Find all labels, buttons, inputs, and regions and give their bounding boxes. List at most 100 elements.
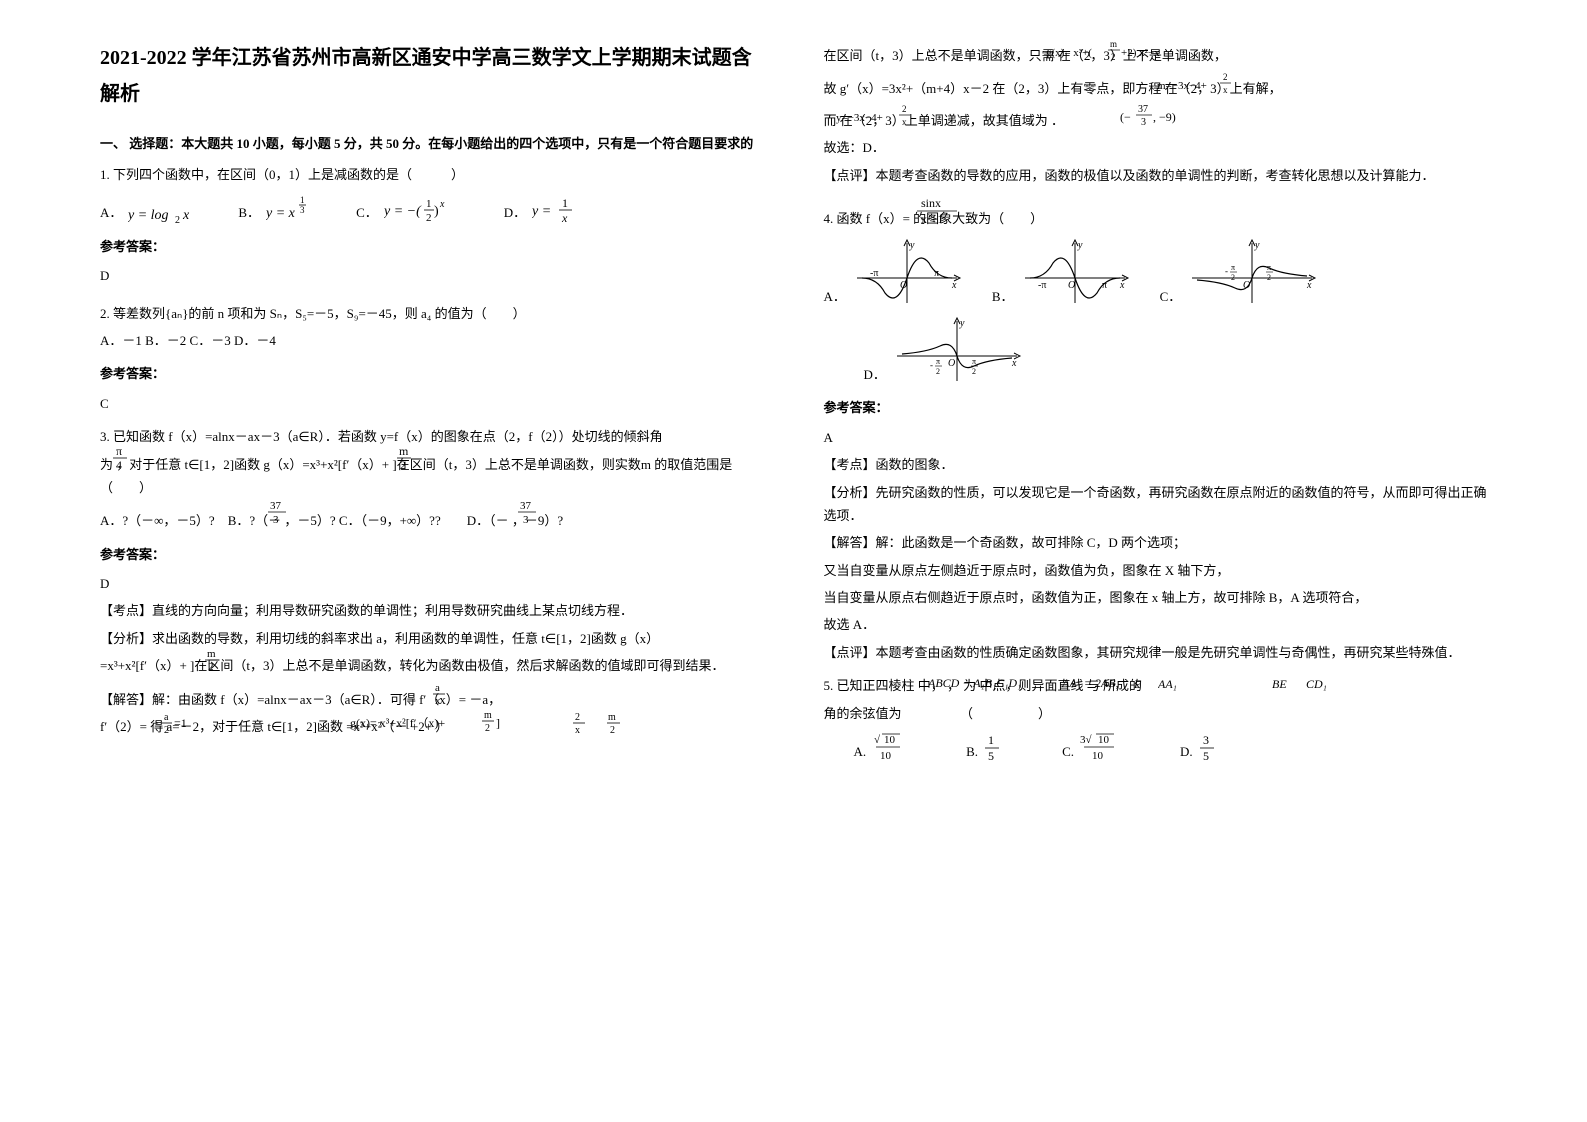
svg-text:y: y: [1254, 240, 1260, 251]
svg-text:-π: -π: [870, 268, 878, 279]
sqrt10-10: √ 10 10: [872, 731, 906, 763]
frac-37-3-b: 37 3: [518, 499, 540, 525]
graph-a-svg: O x y -π π: [852, 238, 962, 308]
graph-b-svg: O x y -π π: [1020, 238, 1130, 308]
sinx-over: sinx x²+1: [917, 197, 961, 227]
svg-text:x: x: [435, 695, 441, 706]
svg-text:m: m: [1110, 39, 1117, 49]
svg-text:x: x: [1011, 358, 1017, 369]
q4-dp: 【点评】本题考查由函数的性质确定函数图象，其研究规律一般是先研究单调性与奇偶性，…: [824, 641, 1488, 664]
svg-text:37: 37: [520, 500, 532, 512]
aa1-2ab: AA₁ = 2AB,: [1062, 674, 1132, 692]
svg-text:y: y: [909, 240, 915, 251]
q4-graphA: A． O x y -π π: [824, 238, 962, 308]
svg-text:1: 1: [988, 733, 994, 747]
svg-text:π: π: [116, 445, 122, 458]
m-eq: m=−3x−4+ 2 x: [1157, 71, 1247, 97]
graph-c-svg: O x y - π 2 π 2: [1187, 238, 1317, 308]
svg-text:−: −: [152, 716, 159, 730]
svg-text:g(x)= x³+x²[f′（x)+: g(x)= x³+x²[f′（x)+: [350, 716, 445, 730]
svg-text:-: -: [1225, 266, 1228, 276]
svg-text:AA₁ = 2AB,: AA₁ = 2AB,: [1062, 676, 1119, 690]
q4-stem: 4. 函数 f（x）= 的图象大致为（ ） sinx x²+1: [824, 207, 1488, 230]
q5-stem-a: 5. 已知正四棱柱 中， ， 为 中点，则异面直线 与 所成的 ABCD − A…: [824, 674, 1488, 697]
frac-3-5: 3 5: [1199, 733, 1217, 763]
svg-text:x: x: [1223, 85, 1228, 95]
frac-2x: 2 x: [572, 711, 588, 735]
q1-optA-label: A．: [100, 201, 122, 224]
pi-over-4: π 4: [112, 445, 130, 471]
svg-text:2: 2: [575, 712, 580, 723]
q5-optB: B. 1 5: [966, 731, 1002, 763]
q4-kd: 【考点】函数的图象．: [824, 453, 1488, 476]
svg-text:1: 1: [426, 198, 432, 210]
q4-answer-label: 参考答案：: [824, 396, 1488, 419]
q4-jd2: 又当自变量从原点左侧趋近于原点时，函数值为负，图象在 X 轴下方，: [824, 559, 1488, 582]
svg-text:2: 2: [1267, 273, 1271, 282]
svg-text:y: y: [959, 318, 965, 329]
q4-fx: 【分析】先研究函数的性质，可以发现它是一个奇函数，再研究函数在原点附近的函数值的…: [824, 481, 1488, 528]
svg-text:37: 37: [1138, 104, 1148, 115]
q4-graphs-row2: D． O x y - π 2 π 2: [864, 316, 1488, 386]
svg-text:10: 10: [880, 750, 892, 762]
svg-text:O: O: [1068, 280, 1075, 291]
svg-text:m: m: [399, 445, 409, 458]
math-neg-half-x: y = −( 1 2 ) x: [384, 195, 464, 225]
svg-text:10: 10: [1098, 734, 1110, 746]
q1-optC-label: C．: [356, 201, 378, 224]
q5-optC: C. 3√ 10 10: [1062, 731, 1120, 763]
svg-text:2: 2: [175, 215, 180, 225]
q2-stem: 2. 等差数列{aₙ}的前 n 项和为 Sₙ，S₅=－5，S₉=－45，则 a₄…: [100, 302, 764, 325]
svg-text:ABCD − A₁B₁C₁D₁: ABCD − A₁B₁C₁D₁: [928, 676, 1021, 690]
svg-text:a: a: [164, 712, 169, 723]
q3-kd: 【考点】直线的方向向量；利用导数研究函数的单调性；利用导数研究曲线上某点切线方程…: [100, 599, 764, 622]
graphC-label: C．: [1160, 285, 1182, 308]
svg-text:2: 2: [972, 367, 976, 376]
svg-text:CD₁: CD₁: [1306, 677, 1327, 691]
q4-graphs-row1: A． O x y -π π B． O x: [824, 238, 1488, 308]
doc-title: 2021-2022 学年江苏省苏州市高新区通安中学高三数学文上学期期末试题含解析: [100, 40, 764, 112]
svg-text:y=−3x−4+: y=−3x−4+: [836, 112, 883, 124]
svg-text:2: 2: [1111, 52, 1116, 62]
svg-text:a: a: [435, 682, 440, 694]
q5-optD: D. 3 5: [1180, 731, 1217, 763]
q1-answer-label: 参考答案：: [100, 235, 764, 258]
q3-fx2: =x³+x²[f′（x）+ ]在区间（t，3）上总不是单调函数，转化为函数由极值…: [100, 654, 764, 677]
q3-stem-b: 为 ，对于任意 t∈[1，2]函数 g（x）=x³+x²[f′（x）+ ]在区间…: [100, 453, 764, 500]
svg-text:x: x: [182, 208, 190, 223]
r3: 而 在（2，3）上单调递减，故其值域为 ． y=−3x−4+ 2 x (− 37…: [824, 109, 1488, 132]
svg-text:+2) x²−x: +2) x²−x: [1121, 47, 1160, 59]
q4-jd3: 当自变量从原点右侧趋近于原点时，函数值为正，图象在 x 轴上方，故可排除 B，A…: [824, 586, 1488, 609]
right-column: 在区间（t，3）上总不是单调函数，只需 在（2，3）上不是单调函数， g(x)=…: [824, 40, 1488, 763]
svg-text:(−: (−: [1120, 110, 1131, 124]
svg-text:x: x: [951, 280, 957, 291]
q1-optB: B． y = x 1 3: [238, 195, 316, 225]
q5-optD-label: D.: [1180, 740, 1193, 763]
svg-text:2: 2: [1231, 273, 1235, 282]
svg-text:m: m: [608, 712, 616, 723]
svg-text:m: m: [207, 648, 216, 660]
svg-text:y =: y =: [532, 204, 551, 219]
svg-text:x: x: [1119, 280, 1125, 291]
q2-opts: A．－1 B．－2 C．－3 D．－4: [100, 329, 764, 352]
svg-text:-π: -π: [1038, 280, 1046, 291]
svg-text:5: 5: [988, 749, 994, 763]
q5-options: A. √ 10 10 B. 1 5 C. 3√ 10: [854, 731, 1488, 763]
svg-text:2: 2: [936, 367, 940, 376]
q1-optB-label: B．: [238, 201, 260, 224]
svg-text:O: O: [948, 358, 955, 369]
svg-text:m: m: [484, 710, 492, 721]
q3-stem-a: 3. 已知函数 f（x）=alnx－ax－3（a∈R）．若函数 y=f（x）的图…: [100, 425, 764, 448]
svg-text:3: 3: [300, 205, 305, 215]
frac-m2-c: m 2: [606, 711, 622, 735]
svg-text:2: 2: [164, 725, 169, 735]
3sqrt10-10: 3√ 10 10: [1080, 731, 1120, 763]
svg-text:4: 4: [116, 458, 122, 471]
svg-text:x: x: [575, 725, 580, 735]
r2: 故 g′（x）=3x²+（m+4）x－2 在（2，3）上有零点，即方程 在（2，…: [824, 77, 1488, 100]
q5-stem-b: 角的余弦值为 （ ）: [824, 702, 1488, 725]
q3-jd2: f′（2）= 得 a=－2，对于任意 t∈[1，2]函数 =x³+x²（－ +2…: [100, 715, 764, 738]
q1-optD: D． y = 1 x: [504, 195, 576, 225]
q4-jd1: 【解答】解：此函数是一个奇函数，故可排除 C，D 两个选项；: [824, 531, 1488, 554]
frac-1-5: 1 5: [984, 733, 1002, 763]
